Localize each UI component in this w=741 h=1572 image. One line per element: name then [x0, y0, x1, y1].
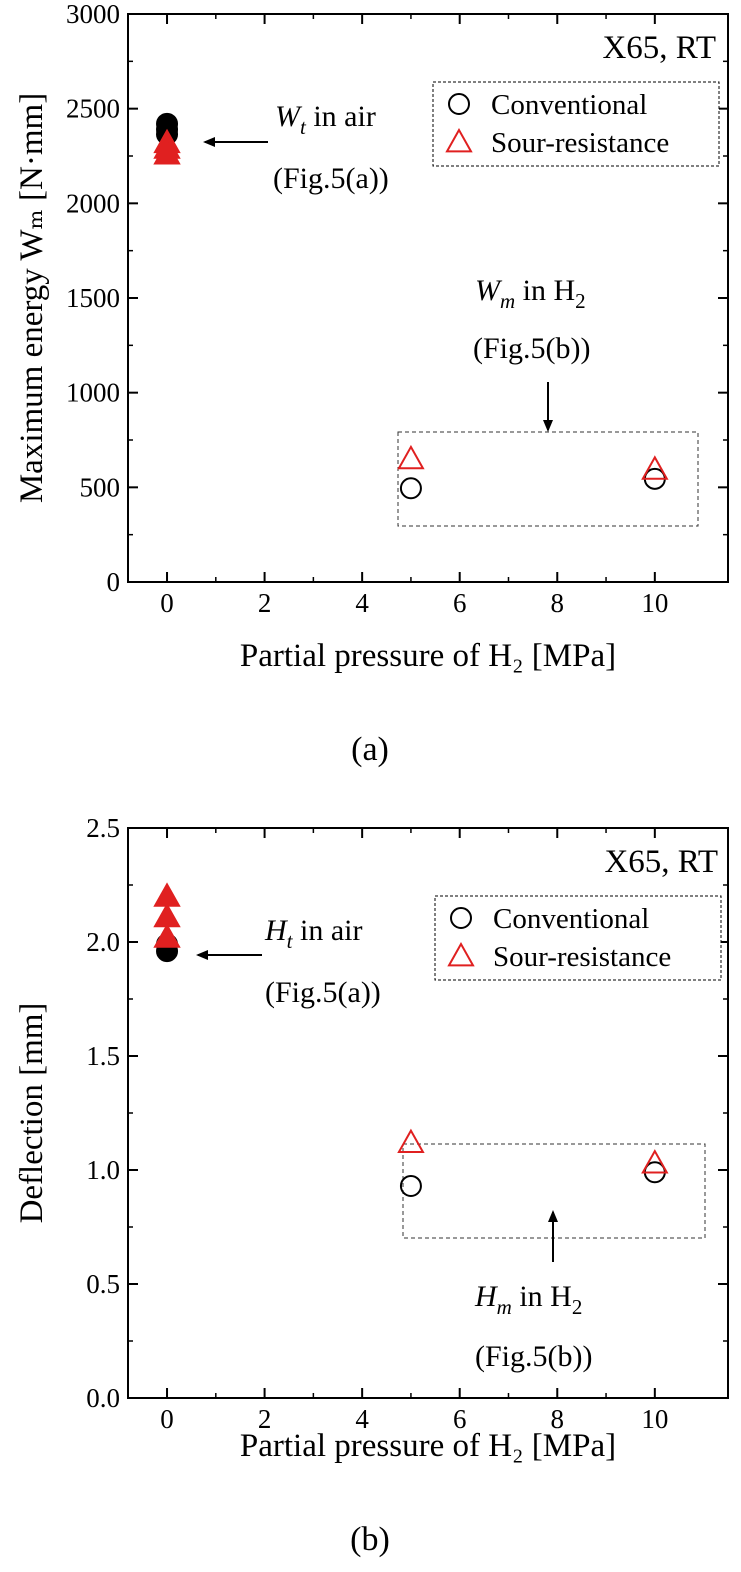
legend-entry: Sour-resistance: [491, 127, 669, 159]
y-axis-label: Deflection [mm]: [14, 1003, 50, 1224]
data-point-triangle-3-2: [153, 923, 181, 948]
data-point-circle-0-0: [399, 1174, 422, 1197]
y-tick-label: 2500: [66, 94, 120, 124]
legend-box: [434, 895, 722, 981]
annotation-ref: (Fig.5(b)): [475, 1340, 592, 1373]
y-tick-label: 0.5: [86, 1269, 120, 1299]
x-tick-label: 8: [551, 588, 565, 618]
annotation-ref: (Fig.5(a)): [273, 162, 389, 195]
legend-marker-triangle: [445, 127, 473, 153]
legend-entry: Sour-resistance: [493, 941, 671, 973]
y-tick-label: 2.5: [86, 813, 120, 843]
data-point-triangle-1-0: [397, 444, 425, 470]
x-tick-label: 2: [258, 1404, 272, 1434]
y-tick-label: 3000: [66, 0, 120, 29]
y-tick-label: 1.5: [86, 1041, 120, 1071]
y-tick-label: 1000: [66, 378, 120, 408]
annotation-text: Wt in air: [275, 100, 376, 139]
annotation-ref: (Fig.5(b)): [473, 332, 590, 365]
chart-panel-a: 0 2 4 6 8 10 0 500 1000 1500 2000 2500 3000 Partial p…: [14, 0, 729, 768]
panel-label: (b): [350, 1521, 390, 1558]
x-tick-label: 0: [160, 588, 174, 618]
x-tick-label: 10: [641, 1404, 668, 1434]
annotation-hydrogen: Hm in H2 (Fig.5(b)): [474, 1210, 592, 1373]
data-point-circle-0-0: [399, 477, 422, 500]
data-point-triangle-1-0: [397, 1128, 425, 1153]
hydrogen-result-box: [397, 431, 699, 527]
annotation-air: Wt in air (Fig.5(a)): [203, 100, 389, 195]
chart-title: X65, RT: [604, 844, 718, 880]
chart-title: X65, RT: [602, 30, 716, 66]
data-point-triangle-1-1: [641, 1149, 669, 1174]
legend-marker-triangle: [447, 941, 475, 967]
legend-marker-circle: [450, 907, 472, 929]
legend-box: [432, 81, 720, 167]
y-tick-label: 2000: [66, 188, 120, 218]
legend-entry: Conventional: [491, 89, 647, 121]
x-tick-label: 8: [551, 1404, 565, 1434]
legend-entry: Conventional: [493, 903, 649, 935]
annotation-air: Ht in air (Fig.5(a)): [196, 914, 381, 1009]
panel-label: (a): [351, 731, 389, 768]
annotation-hydrogen: Wm in H2 (Fig.5(b)): [473, 274, 590, 432]
y-tick-label: 1.0: [86, 1155, 120, 1185]
y-axis-label: Maximum energy Wₘ [N·mm]: [14, 93, 50, 503]
x-tick-label: 4: [355, 1404, 369, 1434]
x-tick-label: 6: [453, 1404, 467, 1434]
x-tick-label: 0: [160, 1404, 174, 1434]
chart-panel-b: 0 2 4 6 8 10 0.0 0.5 1.0 1.5 2.0 2.5 Partial pressur…: [14, 813, 729, 1558]
annotation-ref: (Fig.5(a)): [265, 976, 381, 1009]
x-axis-label: Partial pressure of H₂ [MPa]: [240, 1428, 616, 1464]
annotation-text: Wm in H2: [475, 274, 586, 313]
data-point-triangle-3-0: [153, 882, 181, 907]
data-point-triangle-3-1: [153, 902, 181, 928]
y-tick-label: 0: [107, 567, 121, 597]
legend-marker-circle: [448, 93, 470, 115]
x-tick-label: 6: [453, 588, 467, 618]
x-axis-label: Partial pressure of H₂ [MPa]: [240, 638, 616, 674]
legend: Conventional Sour-resistance: [432, 81, 720, 167]
legend: Conventional Sour-resistance: [434, 895, 722, 981]
y-tick-label: 2.0: [86, 927, 120, 957]
annotation-text: Hm in H2: [474, 1280, 582, 1319]
y-tick-label: 500: [80, 472, 121, 502]
x-tick-label: 2: [258, 588, 272, 618]
y-tick-label: 0.0: [86, 1383, 120, 1413]
x-tick-label: 4: [355, 588, 369, 618]
x-tick-label: 10: [641, 588, 668, 618]
annotation-text: Ht in air: [264, 914, 363, 953]
y-tick-label: 1500: [66, 283, 120, 313]
data-point-triangle-3-2: [153, 140, 181, 165]
data-point-triangle-1-1: [641, 455, 669, 480]
